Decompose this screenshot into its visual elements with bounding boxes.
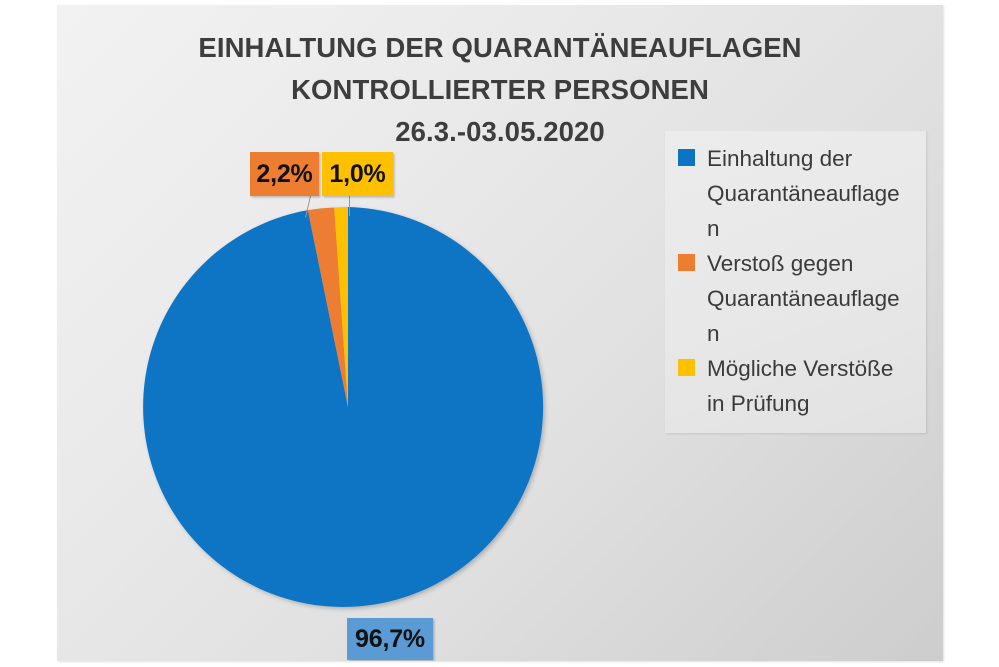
- pie-chart: [57, 5, 943, 661]
- pie-slice-verstoss[interactable]: [307, 207, 348, 407]
- legend-swatch-icon-verstoss: [678, 254, 695, 271]
- legend-label-moegliche: Mögliche Verstöße in Prüfung: [707, 356, 894, 416]
- leader-line-yellow: [349, 196, 350, 216]
- legend-item-verstoss[interactable]: Verstoß gegen Quarantäneauflage n: [678, 246, 924, 351]
- legend-swatch-icon-einhaltung: [678, 149, 695, 166]
- legend-item-moegliche[interactable]: Mögliche Verstöße in Prüfung: [678, 351, 924, 421]
- legend-label-einhaltung: Einhaltung der Quarantäneauflage n: [707, 146, 900, 241]
- pie-slice-moegliche[interactable]: [334, 207, 348, 407]
- legend-label-verstoss: Verstoß gegen Quarantäneauflage n: [707, 251, 900, 346]
- pie-svg: [143, 207, 544, 607]
- pie-slice-einhaltung[interactable]: [143, 207, 544, 607]
- chart-plot-area: EINHALTUNG DER QUARANTÄNEAUFLAGEN KONTRO…: [57, 5, 943, 661]
- chart-title: EINHALTUNG DER QUARANTÄNEAUFLAGEN KONTRO…: [198, 32, 802, 147]
- legend-list: Einhaltung der Quarantäneauflage n Verst…: [678, 141, 924, 421]
- data-label-einhaltung: 96,7%: [347, 618, 433, 660]
- data-label-moegliche: 1,0%: [322, 152, 393, 196]
- data-label-verstoss: 2,2%: [250, 152, 319, 196]
- legend-item-einhaltung[interactable]: Einhaltung der Quarantäneauflage n: [678, 141, 924, 246]
- legend-swatch-icon-moegliche: [678, 359, 695, 376]
- chart-legend: Einhaltung der Quarantäneauflage n Verst…: [665, 131, 926, 433]
